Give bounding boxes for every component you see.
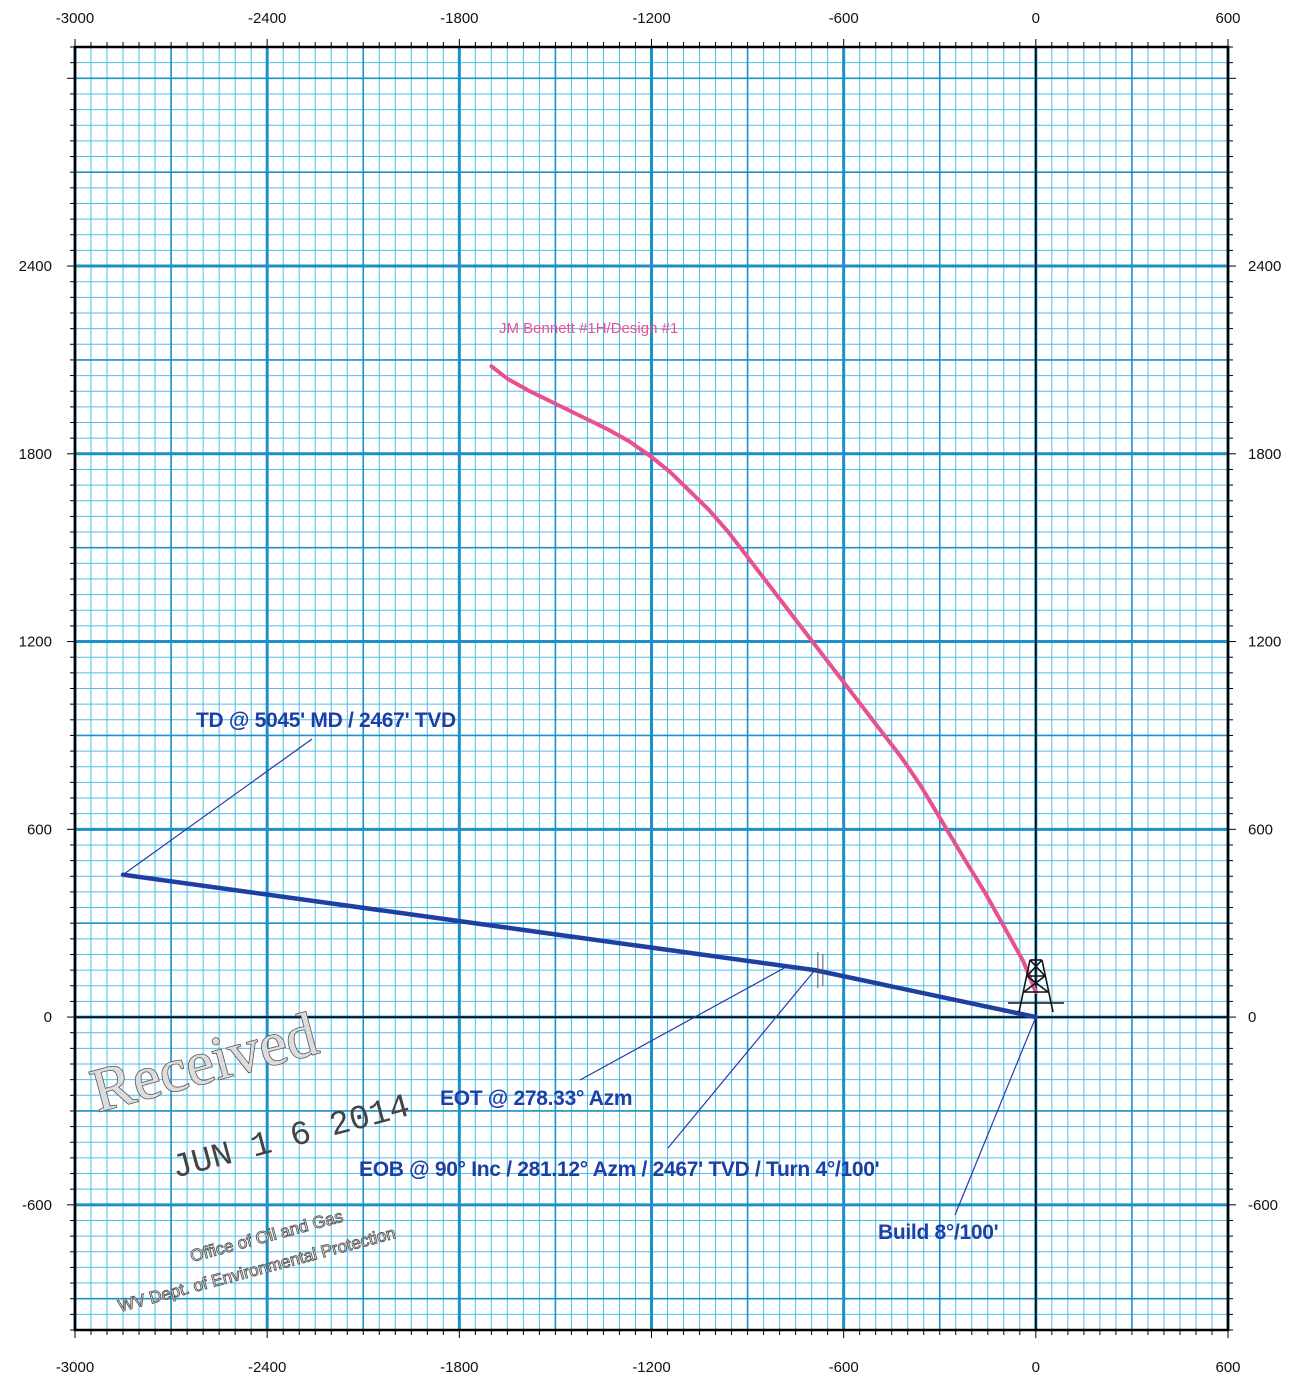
y-tick-label-right: 1200 xyxy=(1248,634,1281,651)
x-tick-label-bottom: 600 xyxy=(1215,1359,1240,1376)
y-tick-label-left: 2400 xyxy=(19,258,52,275)
y-tick-label-left: 0 xyxy=(44,1009,52,1026)
series-label-jm-bennett: JM Bennett #1H/Design #1 xyxy=(499,320,678,337)
y-tick-label-right: 2400 xyxy=(1248,258,1281,275)
annotation-eot: EOT @ 278.33° Azm xyxy=(440,1087,632,1110)
y-tick-label-left: -600 xyxy=(22,1197,52,1214)
y-tick-label-left: 1200 xyxy=(19,634,52,651)
x-tick-label-bottom: -600 xyxy=(829,1359,859,1376)
x-tick-label-top: -600 xyxy=(829,10,859,27)
drilling-rig-icon xyxy=(1008,959,1064,1013)
stamp-received: Received xyxy=(84,1000,324,1125)
y-tick-label-right: -600 xyxy=(1248,1197,1278,1214)
series-layer xyxy=(120,364,1039,1020)
y-tick-label-left: 600 xyxy=(27,821,52,838)
x-tick-label-top: -3000 xyxy=(56,10,94,27)
x-tick-label-bottom: -1200 xyxy=(632,1359,670,1376)
annotation-leader-line xyxy=(122,738,313,876)
annotation-leader-line xyxy=(579,966,787,1081)
x-tick-label-bottom: -3000 xyxy=(56,1359,94,1376)
x-tick-label-top: -1200 xyxy=(632,10,670,27)
annotation-build: Build 8°/100' xyxy=(878,1221,998,1244)
y-tick-label-right: 1800 xyxy=(1248,446,1281,463)
y-tick-label-left: 1800 xyxy=(19,446,52,463)
plot-frame xyxy=(67,39,1236,1338)
y-tick-label-right: 0 xyxy=(1248,1009,1256,1026)
x-tick-label-top: 0 xyxy=(1032,10,1040,27)
x-tick-label-bottom: -1800 xyxy=(440,1359,478,1376)
annotation-td: TD @ 5045' MD / 2467' TVD xyxy=(196,709,456,732)
y-tick-label-right: 600 xyxy=(1248,821,1273,838)
annotation-leader-line xyxy=(954,1016,1037,1216)
annotation-leaders xyxy=(122,738,1037,1216)
annotation-leader-line xyxy=(667,969,816,1149)
x-tick-label-top: 600 xyxy=(1215,10,1240,27)
x-tick-label-top: -1800 xyxy=(440,10,478,27)
x-tick-label-bottom: -2400 xyxy=(248,1359,286,1376)
series-line-lateral xyxy=(120,872,1039,1020)
tick-labels: -3000 -3000 -2400 -2400 -1800 -1800 -1200 -1200… xyxy=(19,10,1282,1376)
x-tick-label-bottom: 0 xyxy=(1032,1359,1040,1376)
annotation-eob: EOB @ 90° Inc / 281.12° Azm / 2467' TVD … xyxy=(359,1158,879,1181)
x-tick-label-top: -2400 xyxy=(248,10,286,27)
series-line-jm-bennett xyxy=(489,364,1038,995)
